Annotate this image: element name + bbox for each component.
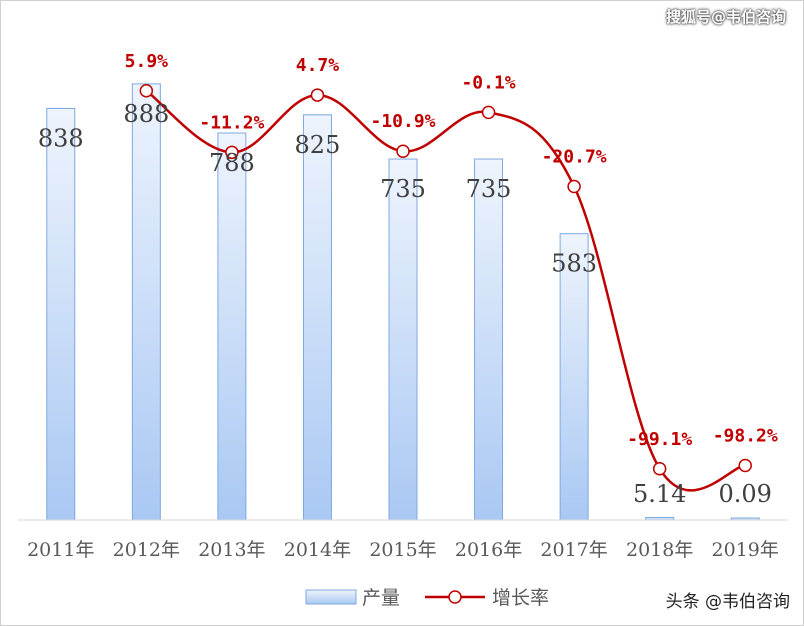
x-tick-label: 2017年 xyxy=(540,539,607,561)
watermark-top: 搜狐号@韦伯咨询 xyxy=(665,8,786,26)
growth-point xyxy=(310,88,325,102)
x-tick-label: 2019年 xyxy=(712,539,779,561)
growth-point xyxy=(139,84,154,98)
x-tick-label: 2013年 xyxy=(198,539,265,561)
x-tick-label: 2011年 xyxy=(27,539,94,561)
legend-bar-swatch xyxy=(305,589,357,605)
growth-point xyxy=(481,105,496,120)
bar xyxy=(46,107,76,521)
x-tick-label: 2016年 xyxy=(455,539,522,561)
legend-line-marker xyxy=(448,590,462,604)
bar-label: 825 xyxy=(295,131,341,159)
bar-label: 735 xyxy=(466,175,512,203)
growth-line xyxy=(145,89,746,492)
growth-point xyxy=(396,144,410,158)
x-tick-labels: 2011年 2012年 2013年 2014年 2015年 2016年 2017年 2018年… xyxy=(27,539,779,561)
line-labels: 5.9% -11.2% 4.7% -10.9% -0.1% -20.7% -99.1% -98… xyxy=(125,51,778,450)
bar-label: 0.09 xyxy=(719,480,772,508)
bar xyxy=(217,132,247,521)
bar-labels: 838 888 788 825 735 735 583 5.14 0.09 xyxy=(38,100,772,508)
bar-label: 838 xyxy=(38,124,84,152)
bar-label: 5.14 xyxy=(633,480,686,508)
line-series xyxy=(139,84,752,492)
bar xyxy=(131,83,161,521)
growth-label: -98.2% xyxy=(713,426,778,447)
bar xyxy=(388,158,418,521)
watermark-bottom: 头条 @韦伯咨询 xyxy=(665,592,790,612)
growth-label: -10.9% xyxy=(370,111,435,132)
x-tick-label: 2018年 xyxy=(626,539,693,561)
growth-label: -11.2% xyxy=(199,112,264,133)
x-tick-label: 2012年 xyxy=(113,539,180,561)
x-tick-label: 2014年 xyxy=(284,539,351,561)
growth-point xyxy=(225,145,239,160)
growth-point xyxy=(567,179,581,194)
growth-label: -20.7% xyxy=(542,147,607,168)
growth-point xyxy=(738,458,752,473)
legend-bar-label: 产量 xyxy=(362,587,400,609)
bar xyxy=(302,114,332,521)
growth-label: 4.7% xyxy=(296,55,340,76)
bar-label: 888 xyxy=(123,100,169,128)
legend: 产量 增长率 xyxy=(305,587,549,609)
bar xyxy=(559,233,589,521)
x-tick-label: 2015年 xyxy=(369,539,436,561)
growth-point xyxy=(652,462,667,476)
bar xyxy=(474,158,504,521)
bar-label: 788 xyxy=(209,149,255,177)
growth-label: 5.9% xyxy=(125,51,169,72)
bar-label: 583 xyxy=(551,250,597,278)
legend-line-label: 增长率 xyxy=(492,587,549,609)
bar-label: 735 xyxy=(380,175,426,203)
growth-label: -99.1% xyxy=(627,429,692,450)
growth-label: -0.1% xyxy=(461,72,515,93)
